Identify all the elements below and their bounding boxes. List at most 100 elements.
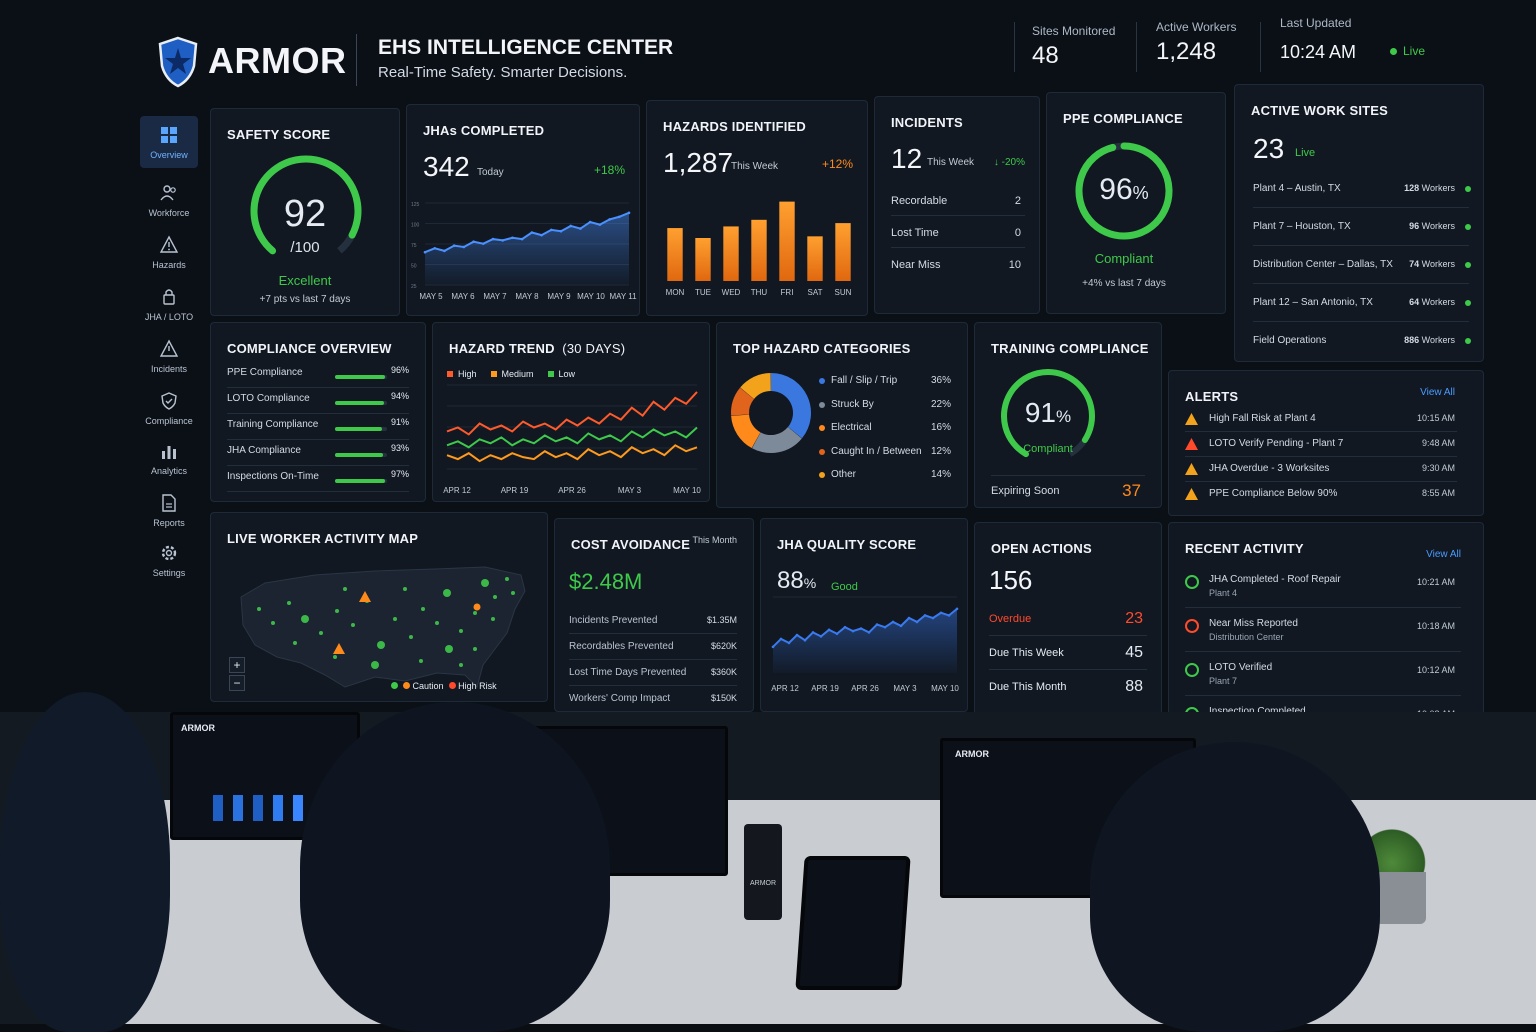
- alert-text[interactable]: PPE Compliance Below 90%: [1209, 488, 1338, 499]
- row-divider: [1185, 456, 1457, 457]
- data-point: [501, 239, 505, 242]
- monitor-brand: ARMOR: [181, 723, 215, 733]
- sidebar-item-reports[interactable]: Reports: [140, 484, 198, 536]
- alert-text[interactable]: JHA Overdue - 3 Worksites: [1209, 463, 1330, 474]
- x-tick-label: MAY 6: [451, 292, 475, 301]
- live-indicator: Live: [1390, 44, 1425, 58]
- sidebar-item-workforce[interactable]: Workforce: [140, 174, 198, 226]
- caution-marker-icon[interactable]: [333, 643, 345, 654]
- legend-label: Fall / Slip / Trip: [831, 375, 898, 386]
- alert-text[interactable]: High Fall Risk at Plant 4: [1209, 413, 1316, 424]
- jhas-period: Today: [477, 167, 504, 178]
- us-map-landmass: [240, 566, 526, 688]
- worker-cluster-dot[interactable]: [377, 641, 385, 649]
- sidebar-item-settings[interactable]: Settings: [140, 534, 198, 586]
- hazard-trend-period: (30 DAYS): [562, 341, 626, 356]
- data-point: [899, 624, 903, 628]
- hazards-identified-panel: HAZARDS IDENTIFIED 1,287 This Week +12% …: [646, 100, 868, 316]
- worker-cluster-dot[interactable]: [435, 621, 439, 625]
- activity-title[interactable]: JHA Completed - Roof Repair: [1209, 574, 1341, 585]
- sidebar-item-jha-loto[interactable]: JHA / LOTO: [140, 278, 198, 330]
- safety-score-panel: SAFETY SCORE 92 /100 Excellent +7 pts vs…: [210, 108, 400, 316]
- worker-cluster-dot[interactable]: [393, 617, 397, 621]
- worker-cluster-dot[interactable]: [445, 645, 453, 653]
- y-tick-label: 100: [411, 223, 420, 229]
- worker-cluster-dot[interactable]: [459, 629, 463, 633]
- cost-row-label: Incidents Prevented: [569, 615, 658, 626]
- sidebar-item-hazards[interactable]: Hazards: [140, 226, 198, 278]
- safety-score-rating: Excellent: [278, 273, 332, 288]
- map-zoom-out-button[interactable]: −: [229, 675, 245, 691]
- bar: [695, 238, 711, 281]
- worker-cluster-dot[interactable]: [271, 621, 275, 625]
- worker-cluster-dot[interactable]: [335, 609, 339, 613]
- worker-cluster-dot[interactable]: [371, 661, 379, 669]
- caution-site-dot[interactable]: [473, 603, 481, 611]
- worker-cluster-dot[interactable]: [481, 579, 489, 587]
- data-point: [867, 631, 871, 634]
- compliance-value: 94%: [390, 391, 409, 401]
- panel-title: TOP HAZARD CATEGORIES: [733, 341, 911, 356]
- recent-view-all-link[interactable]: View All: [1426, 549, 1461, 560]
- alert-text[interactable]: LOTO Verify Pending - Plant 7: [1209, 438, 1344, 449]
- map-zoom-in-button[interactable]: +: [229, 657, 245, 673]
- legend-item: Medium: [490, 369, 534, 379]
- activity-sub: Distribution Center: [1209, 632, 1284, 642]
- x-tick-label: MAY 5: [419, 292, 443, 301]
- sidebar-item-analytics[interactable]: Analytics: [140, 432, 198, 484]
- legend-swatch: [819, 425, 825, 431]
- worker-cluster-dot[interactable]: [301, 615, 309, 623]
- panel-title: LIVE WORKER ACTIVITY MAP: [227, 531, 419, 546]
- activity-title[interactable]: LOTO Verified: [1209, 662, 1273, 673]
- cost-row-label: Lost Time Days Prevented: [569, 667, 687, 678]
- cost-row-value: $150K: [710, 693, 737, 703]
- us-map[interactable]: [225, 553, 535, 693]
- worker-cluster-dot[interactable]: [419, 659, 423, 663]
- legend-swatch: [819, 378, 825, 384]
- y-tick-label: 125: [411, 202, 420, 208]
- legend-swatch: [819, 472, 825, 478]
- jha-quality-value-wrap: 88%: [777, 567, 816, 595]
- row-divider: [991, 475, 1145, 476]
- ppe-status: Compliant: [1094, 251, 1154, 266]
- caution-marker-icon[interactable]: [359, 591, 371, 602]
- worker-cluster-dot[interactable]: [421, 607, 425, 611]
- worker-cluster-dot[interactable]: [491, 617, 495, 621]
- sidebar-item-overview[interactable]: Overview: [140, 116, 198, 168]
- worker-cluster-dot[interactable]: [473, 647, 477, 651]
- row-divider: [1253, 321, 1469, 322]
- worker-cluster-dot[interactable]: [443, 589, 451, 597]
- x-tick-label: MAY 7: [483, 292, 507, 301]
- worker-cluster-dot[interactable]: [511, 591, 515, 595]
- compliance-overview-panel: COMPLIANCE OVERVIEW PPE Compliance 96% LOT…: [210, 322, 426, 502]
- worker-cluster-dot[interactable]: [473, 611, 477, 615]
- x-tick-label: MAY 9: [547, 292, 571, 301]
- worker-cluster-dot[interactable]: [319, 631, 323, 635]
- worker-cluster-dot[interactable]: [257, 607, 261, 611]
- check-circle-icon: [1185, 663, 1199, 677]
- worker-cluster-dot[interactable]: [333, 655, 337, 659]
- cost-row-label: Workers' Comp Impact: [569, 693, 671, 704]
- worker-cluster-dot[interactable]: [343, 587, 347, 591]
- header: ARMOR EHS INTELLIGENCE CENTER Real-Time …: [134, 0, 1494, 92]
- data-point: [795, 633, 799, 637]
- activity-title[interactable]: Inspection Completed: [1209, 706, 1306, 717]
- data-point: [549, 228, 553, 232]
- pie-slice: [752, 426, 802, 453]
- sidebar-item-incidents[interactable]: Incidents: [140, 330, 198, 382]
- legend-dot-active: [391, 682, 398, 689]
- check-circle-icon: [1185, 575, 1199, 589]
- site-name: Field Operations: [1253, 335, 1327, 346]
- data-point: [491, 237, 495, 241]
- worker-cluster-dot[interactable]: [459, 663, 463, 667]
- worker-cluster-dot[interactable]: [351, 623, 355, 627]
- worker-cluster-dot[interactable]: [287, 601, 291, 605]
- activity-title[interactable]: Near Miss Reported: [1209, 618, 1298, 629]
- alerts-view-all-link[interactable]: View All: [1420, 387, 1455, 398]
- worker-cluster-dot[interactable]: [409, 635, 413, 639]
- worker-cluster-dot[interactable]: [505, 577, 509, 581]
- worker-cluster-dot[interactable]: [293, 641, 297, 645]
- worker-cluster-dot[interactable]: [493, 595, 497, 599]
- sidebar-item-compliance[interactable]: Compliance: [140, 382, 198, 434]
- worker-cluster-dot[interactable]: [403, 587, 407, 591]
